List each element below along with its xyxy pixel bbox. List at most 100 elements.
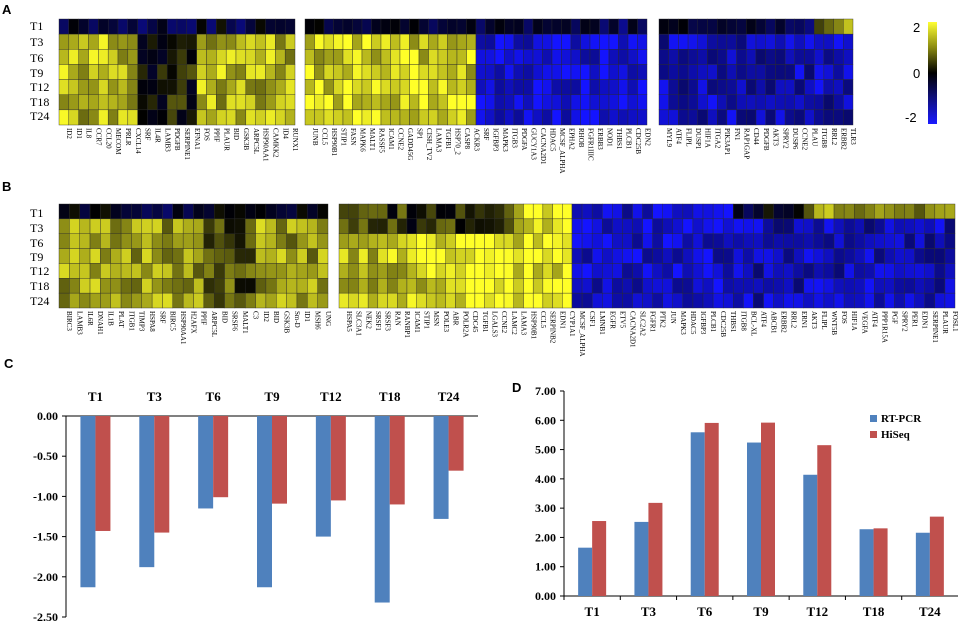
heatmap-b-cell <box>286 203 298 220</box>
heatmap-a-gene-label: MYL9 <box>665 128 673 148</box>
heatmap-b-cell <box>783 278 794 294</box>
chart-c-category-label: T24 <box>438 389 460 404</box>
heatmap-b-cell <box>296 203 308 220</box>
heatmap-b-cell <box>622 233 633 249</box>
chart-d: 0.00 1.00 2.00 3.00 4.00 5.00 6.00 7.00 T1 T3 T6 T9… <box>535 384 958 619</box>
heatmap-b-gene-label: IGFBP3 <box>699 311 707 335</box>
heatmap-b-cell <box>193 218 205 234</box>
heatmap-b-cell <box>854 233 865 249</box>
heatmap-b-cell <box>245 278 256 294</box>
heatmap-a-gene-label: IGFBP3 <box>491 128 499 152</box>
heatmap-b-gene-label: FLIPL <box>820 311 828 330</box>
heatmap-b-cell <box>513 248 524 264</box>
heatmap-b-cell <box>934 203 946 220</box>
heatmap-b-cell <box>884 233 895 249</box>
heatmap-a-gene-label: CCNE2 <box>801 128 809 151</box>
heatmap-b-gene-label: SRSF1 <box>374 311 382 331</box>
heatmap-b-gene-label: SRSF6 <box>231 311 239 331</box>
heatmap-b-cell <box>783 218 794 234</box>
heatmap-b-cell <box>110 278 122 294</box>
heatmap-a-gene-label: EPHA2 <box>567 128 575 150</box>
heatmap-b-cell <box>426 248 437 264</box>
heatmap-b-cell <box>445 203 456 220</box>
heatmap-b-cell <box>733 278 744 294</box>
heatmap-b-cell <box>89 233 101 249</box>
heatmap-a-gene-label: CAMKK2 <box>271 128 279 158</box>
heatmap-b-cell <box>474 218 485 234</box>
heatmap-b-cell <box>426 218 437 234</box>
heatmap-b-cell <box>203 248 215 264</box>
heatmap-b-cell <box>562 248 573 264</box>
heatmap-b-cell <box>100 292 111 309</box>
heatmap-b-cell <box>406 292 417 309</box>
heatmap-b-gene-label: SERPINB2 <box>549 311 557 344</box>
heatmap-b-cell <box>110 292 122 309</box>
heatmap-b-gene-label: EDN1 <box>921 311 929 329</box>
chart-c-category-label: T18 <box>379 389 401 404</box>
chart-c-category-label: T9 <box>264 389 280 404</box>
heatmap-b-cell <box>632 263 643 279</box>
heatmap-b-cell <box>773 278 784 294</box>
heatmap-b-cell <box>672 203 684 220</box>
heatmap-b-cell <box>120 292 132 309</box>
heatmap-b-cell <box>662 233 673 249</box>
heatmap-a-gene-label: ACKR3 <box>472 128 480 151</box>
heatmap-b-cell <box>307 263 318 279</box>
heatmap-b-cell <box>934 218 946 234</box>
heatmap-b-cell <box>445 218 456 234</box>
heatmap-b-cell <box>833 292 845 309</box>
heatmap-b-cell <box>532 292 544 309</box>
heatmap-b-cell <box>348 218 359 234</box>
heatmap-b-cell <box>151 218 163 234</box>
heatmap-b-cell <box>854 203 865 220</box>
heatmap-b-cell <box>79 218 91 234</box>
heatmap-b-cell <box>894 203 905 220</box>
heatmap-b-cell <box>435 248 446 264</box>
chart-d-y-tick-label: 5.00 <box>535 443 556 457</box>
heatmap-b-cell <box>58 203 70 220</box>
heatmap-a-gene-label: ID2 <box>65 128 73 139</box>
heatmap-a-gene-label: PIK3AP1 <box>723 128 731 156</box>
chart-c-bar-rt-pcr <box>198 416 214 509</box>
heatmap-b-cell <box>224 203 236 220</box>
heatmap-b-cell <box>151 248 163 264</box>
heatmap-b-cell <box>265 203 277 220</box>
heatmap-b-cell <box>682 218 694 234</box>
heatmap-b-cell <box>110 203 122 220</box>
heatmap-b-cell <box>193 263 205 279</box>
heatmap-b-cell <box>69 248 80 264</box>
colorbar-legend: 2 0 -2 <box>903 20 943 126</box>
heatmap-b-cell <box>307 203 318 220</box>
heatmap-a-gene-label: EDN2 <box>643 128 651 146</box>
heatmap-b-cell <box>435 203 446 220</box>
heatmap-a-gene-label: PLAU <box>810 128 818 146</box>
chart-c-bar-hiseq <box>95 416 111 531</box>
heatmap-b-cell <box>692 292 704 309</box>
heatmap-b-cell <box>692 263 704 279</box>
heatmap-b-cell <box>652 233 663 249</box>
heatmap-a-gene-label: ITGA2 <box>713 128 721 149</box>
heatmap-b-cell <box>484 203 495 220</box>
chart-c-bar-rt-pcr <box>374 416 390 603</box>
heatmap-b-cell <box>348 292 359 309</box>
heatmap-b-cell <box>58 278 70 294</box>
heatmap-b-cell <box>793 233 805 249</box>
heatmap-b-cell <box>234 292 246 309</box>
heatmap-b-cell <box>367 292 379 309</box>
heatmap-b-gene-label: PPIF <box>200 311 208 325</box>
chart-c-y-tick-label: -2.00 <box>33 570 58 584</box>
chart-d-bar-hiseq <box>648 502 663 596</box>
heatmap-a-row-label: T12 <box>30 80 50 94</box>
heatmap-b-cell <box>162 248 174 264</box>
heatmap-b-cell <box>934 248 946 264</box>
heatmap-b-cell <box>884 218 895 234</box>
heatmap-b-cell <box>944 203 956 220</box>
heatmap-b-cell <box>131 278 142 294</box>
heatmap-b-cell <box>203 218 215 234</box>
heatmap-b-cell <box>120 233 132 249</box>
heatmap-b-cell <box>69 292 80 309</box>
heatmap-a-row-label: T9 <box>30 66 44 80</box>
heatmap-b-cell <box>131 233 142 249</box>
heatmap-b-cell <box>58 263 70 279</box>
heatmap-b-cell <box>296 233 308 249</box>
